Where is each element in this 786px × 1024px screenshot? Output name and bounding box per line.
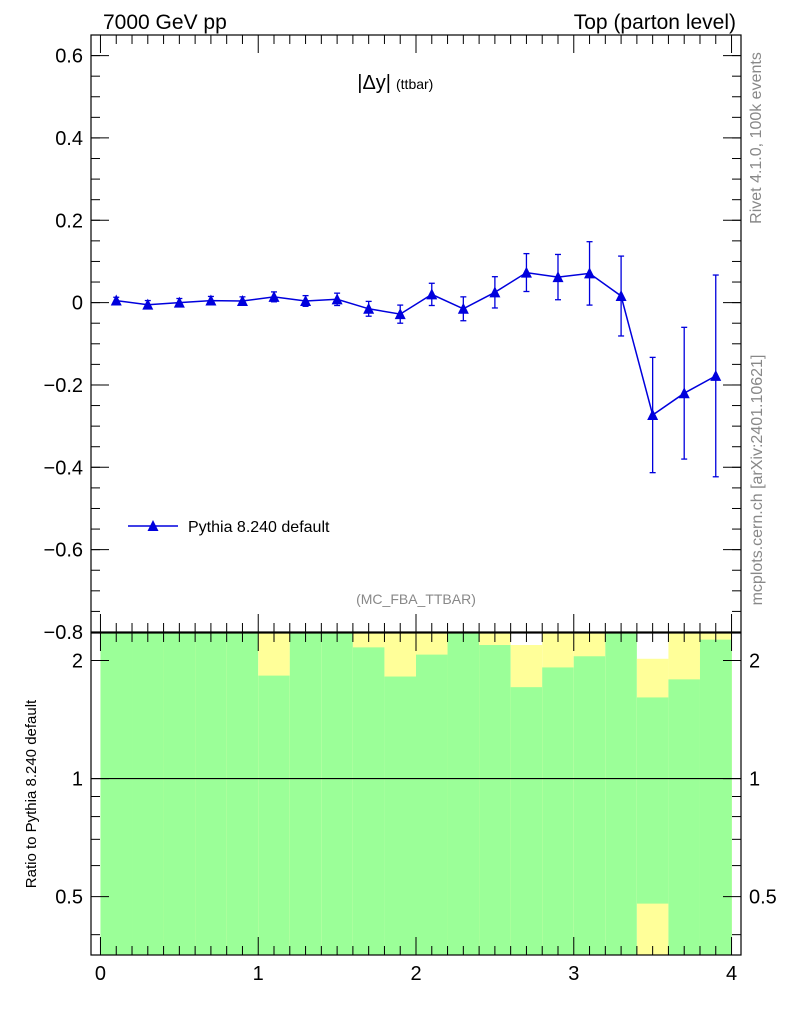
main-frame [90, 34, 742, 633]
ratio-band-green [258, 675, 291, 955]
chart-title-suffix: (ttbar) [396, 76, 433, 92]
main-y-tick-label: 0.6 [55, 46, 83, 68]
ratio-bands [100, 633, 732, 955]
main-y-tick-label: 0.4 [55, 128, 83, 150]
ratio-band-green [321, 633, 354, 955]
data-point [520, 266, 532, 278]
data-point [236, 294, 248, 306]
series-pythia [110, 241, 722, 478]
ratio-frame [90, 632, 742, 956]
data-point [552, 271, 564, 283]
rivet-label: Rivet 4.1.0, 100k events [748, 52, 765, 224]
ratio-y-tick-label-right: 0.5 [749, 887, 777, 909]
ratio-y-tick-label-left: 2 [72, 650, 83, 672]
main-y-tick-label: 0.2 [55, 210, 83, 232]
ratio-x-tick-label: 3 [568, 963, 579, 985]
ratio-band-green [384, 676, 417, 955]
ratio-band-green [352, 647, 385, 955]
analysis-label: (MC_FBA_TTBAR) [356, 591, 476, 607]
ratio-band-green [416, 654, 448, 955]
data-point [457, 302, 469, 314]
ratio-band-green [100, 633, 133, 955]
data-point [173, 296, 185, 308]
data-point [331, 293, 343, 305]
main-y-tick-labels: 0.6 0.4 0.2 0 −0.2 −0.4 −0.6 −0.8 [44, 46, 83, 644]
ratio-band-green [479, 645, 511, 955]
header-left: 7000 GeV pp [103, 11, 227, 34]
ratio-band-green [573, 656, 606, 955]
ratio-band-green [510, 687, 543, 955]
data-point [489, 286, 501, 298]
data-point [300, 294, 312, 306]
main-y-tick-label: −0.6 [44, 540, 83, 562]
data-point [647, 409, 659, 421]
data-point [615, 290, 627, 302]
ratio-band-green [289, 633, 322, 955]
ratio-x-tick-label: 1 [253, 963, 264, 985]
ratio-y-tick-label-left: 1 [72, 769, 83, 791]
ratio-y-tick-label-right: 1 [749, 769, 760, 791]
ratio-y-tick-labels: 2 2 1 1 0.5 0.5 [55, 650, 777, 908]
data-point [678, 387, 690, 399]
data-point [394, 308, 406, 320]
ratio-band-green [163, 633, 196, 955]
ratio-x-tick-labels: 0 1 2 3 4 [95, 963, 737, 985]
ratio-band-green [132, 633, 164, 955]
ratio-band-green [636, 697, 669, 904]
data-point [710, 369, 722, 381]
main-y-tick-label: −0.8 [44, 622, 83, 644]
chart-title: |Δy| [357, 72, 391, 94]
header-right: Top (parton level) [574, 11, 736, 34]
ratio-band-green [195, 633, 227, 955]
ratio-band-green [668, 679, 701, 955]
data-point [110, 294, 122, 306]
ratio-ylabel: Ratio to Pythia 8.240 default [23, 699, 40, 888]
ratio-band-green [226, 633, 259, 955]
data-point [142, 298, 154, 310]
ratio-axis-ticks [91, 633, 741, 955]
ratio-band-green [605, 633, 638, 955]
ratio-x-tick-label: 2 [410, 963, 421, 985]
main-y-tick-label: −0.2 [44, 375, 83, 397]
ratio-y-tick-label-left: 0.5 [55, 887, 83, 909]
series-line [116, 271, 717, 417]
main-y-tick-label: −0.4 [44, 457, 83, 479]
data-point [584, 267, 596, 279]
legend-marker [147, 520, 159, 531]
main-y-tick-label: 0 [72, 293, 83, 315]
legend: Pythia 8.240 default [128, 519, 330, 536]
data-point [426, 288, 438, 300]
legend-label: Pythia 8.240 default [188, 519, 330, 536]
main-panel: 0.60.40.20−0.2−0.4−0.6−0.8 |Δy| (ttbar) … [44, 34, 742, 644]
ratio-x-tick-label: 4 [726, 963, 737, 985]
main-axis-ticks [91, 35, 741, 633]
ratio-band-green [699, 639, 732, 955]
data-point [363, 302, 375, 314]
ratio-panel: 2 2 1 1 0.5 0.5 0 1 2 3 4 Ratio to Pythia 8.240 d… [23, 632, 777, 985]
data-point [268, 290, 280, 302]
ratio-y-tick-label-right: 2 [749, 650, 760, 672]
data-point [205, 294, 217, 306]
mcplots-label: mcplots.cern.ch [arXiv:2401.10621] [749, 355, 766, 606]
ratio-x-tick-label: 0 [95, 963, 106, 985]
ratio-band-green [447, 633, 480, 955]
ratio-band-green [542, 667, 575, 955]
